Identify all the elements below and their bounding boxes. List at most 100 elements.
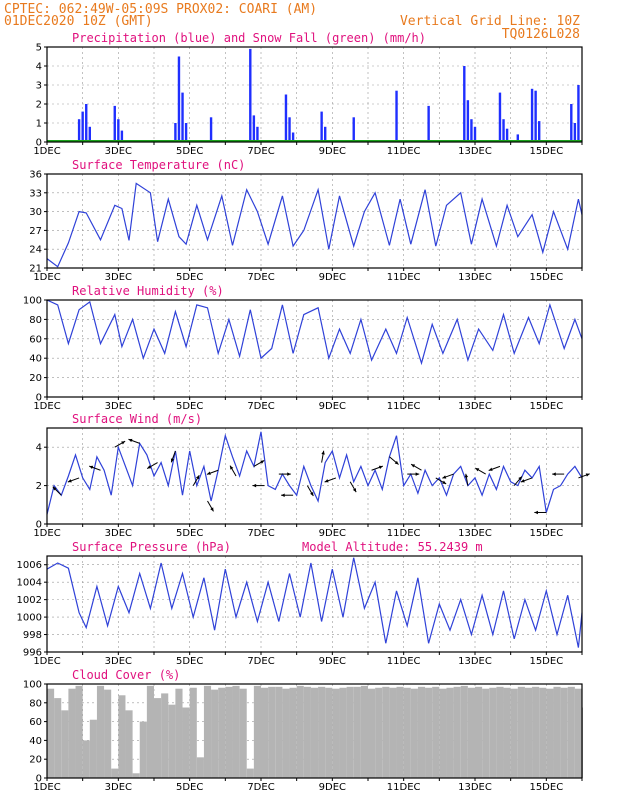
cloud-cover-bar <box>125 710 133 778</box>
x-tick-label: 7DEC <box>247 272 274 283</box>
x-tick-label: 9DEC <box>319 272 346 283</box>
wind-arrow-head <box>488 467 493 471</box>
precip-bar <box>324 126 327 142</box>
temperature-line <box>46 182 583 268</box>
panel-frame <box>46 46 583 143</box>
x-tick-label: 13DEC <box>458 656 492 667</box>
y-tick-label: 100 <box>23 680 42 691</box>
cloud-cover-bar <box>496 686 504 778</box>
wind-arrow-head <box>534 510 538 515</box>
cloud-cover-bar <box>89 719 97 778</box>
cloud-cover-bar <box>296 685 304 778</box>
y-tick-label: 998 <box>23 630 42 641</box>
x-tick-label: 3DEC <box>105 272 132 283</box>
y-tick-label: 21 <box>29 264 42 275</box>
cloud-cover-bar <box>375 687 383 778</box>
precip-bar <box>85 104 88 142</box>
wind-arrow-head <box>52 486 57 491</box>
y-tick-label: 24 <box>29 245 42 256</box>
y-tick-label: 33 <box>29 188 42 199</box>
precip-bar <box>81 111 84 142</box>
cloud-cover-bar <box>396 686 404 778</box>
x-tick-label: 1DEC <box>33 146 60 157</box>
y-tick-label: 0 <box>36 393 42 404</box>
cloud-cover-bar <box>403 687 411 778</box>
y-tick-label: 20 <box>29 755 42 766</box>
y-tick-label: 1004 <box>17 578 42 589</box>
x-tick-label: 9DEC <box>319 528 346 539</box>
x-tick-label: 7DEC <box>247 656 274 667</box>
x-tick-label: 1DEC <box>33 528 60 539</box>
x-tick-label: 13DEC <box>458 528 492 539</box>
x-tick-label: 7DEC <box>247 782 274 793</box>
cloud-cover-bar <box>253 685 261 778</box>
cloud-cover-bar <box>289 687 297 778</box>
wind-arrow-head <box>464 473 469 478</box>
panel-title: Relative Humidity (%) <box>72 284 224 298</box>
x-tick-label: 15DEC <box>529 656 563 667</box>
precip-bar <box>577 85 580 142</box>
cloud-cover-bar <box>225 686 233 778</box>
cloud-cover-bar <box>275 686 283 778</box>
wind-arrow-head <box>287 472 291 476</box>
y-tick-label: 1 <box>36 119 42 130</box>
panel-title: Surface Wind (m/s) <box>72 412 202 426</box>
wind-arrow-head <box>442 475 447 479</box>
header-grid-note: Vertical Grid Line: 10Z <box>400 14 580 29</box>
panel-title: Surface Temperature (nC) <box>72 158 245 172</box>
x-tick-label: 15DEC <box>529 782 563 793</box>
y-tick-label: 2 <box>36 100 42 111</box>
wind-arrow-head <box>321 450 325 455</box>
panel-title: Surface Pressure (hPa) <box>72 540 231 554</box>
x-tick-label: 11DEC <box>387 528 421 539</box>
cloud-cover-bar <box>503 687 511 778</box>
cloud-cover-bar <box>168 704 176 778</box>
precip-bar <box>252 115 256 142</box>
x-tick-label: 15DEC <box>529 272 563 283</box>
cloud-cover-bar <box>318 686 326 778</box>
cloud-cover-bar <box>182 707 190 778</box>
cloud-cover-bar <box>47 688 55 778</box>
x-tick-label: 5DEC <box>176 656 203 667</box>
panel-frame <box>46 555 583 653</box>
cloud-cover-bar <box>54 698 62 778</box>
x-tick-label: 13DEC <box>458 272 492 283</box>
precip-bar <box>427 105 430 142</box>
y-tick-label: 60 <box>29 334 42 345</box>
y-tick-label: 4 <box>36 443 42 454</box>
cloud-cover-bar <box>282 688 290 778</box>
x-tick-label: 11DEC <box>387 272 421 283</box>
precip-bar <box>291 132 295 142</box>
cloud-cover-bar <box>104 689 112 778</box>
cloud-cover-bar <box>467 687 475 778</box>
cloud-cover-bar <box>239 688 247 778</box>
precip-bar <box>352 117 355 142</box>
cloud-cover-bar <box>482 688 490 778</box>
precip-bar <box>466 100 470 142</box>
cloud-cover-bar <box>574 688 582 778</box>
x-tick-label: 9DEC <box>319 146 346 157</box>
y-tick-label: 3 <box>36 81 42 92</box>
precip-bar <box>473 126 477 142</box>
precip-bar <box>117 119 120 142</box>
y-tick-label: 40 <box>29 354 42 365</box>
panel-subtitle: Model Altitude: 55.2439 m <box>302 540 483 554</box>
x-tick-label: 9DEC <box>319 656 346 667</box>
cloud-cover-bar <box>360 685 368 778</box>
precip-bar <box>120 130 124 142</box>
cloud-cover-bar <box>567 686 575 778</box>
x-tick-label: 11DEC <box>387 782 421 793</box>
wind-arrow-head <box>520 479 525 483</box>
x-tick-label: 15DEC <box>529 401 563 412</box>
y-tick-label: 1000 <box>17 613 42 624</box>
precip-bar <box>249 48 252 142</box>
cloud-cover-bar <box>453 686 461 778</box>
wind-arrow-head <box>442 480 447 484</box>
y-tick-label: 80 <box>29 315 42 326</box>
cloud-cover-bar <box>532 686 540 778</box>
wind-arrow-head <box>195 475 200 480</box>
cloud-cover-bar <box>475 686 483 778</box>
y-tick-label: 5 <box>36 43 42 54</box>
cloud-cover-bar <box>175 688 183 778</box>
cloud-cover-bar <box>432 686 440 778</box>
